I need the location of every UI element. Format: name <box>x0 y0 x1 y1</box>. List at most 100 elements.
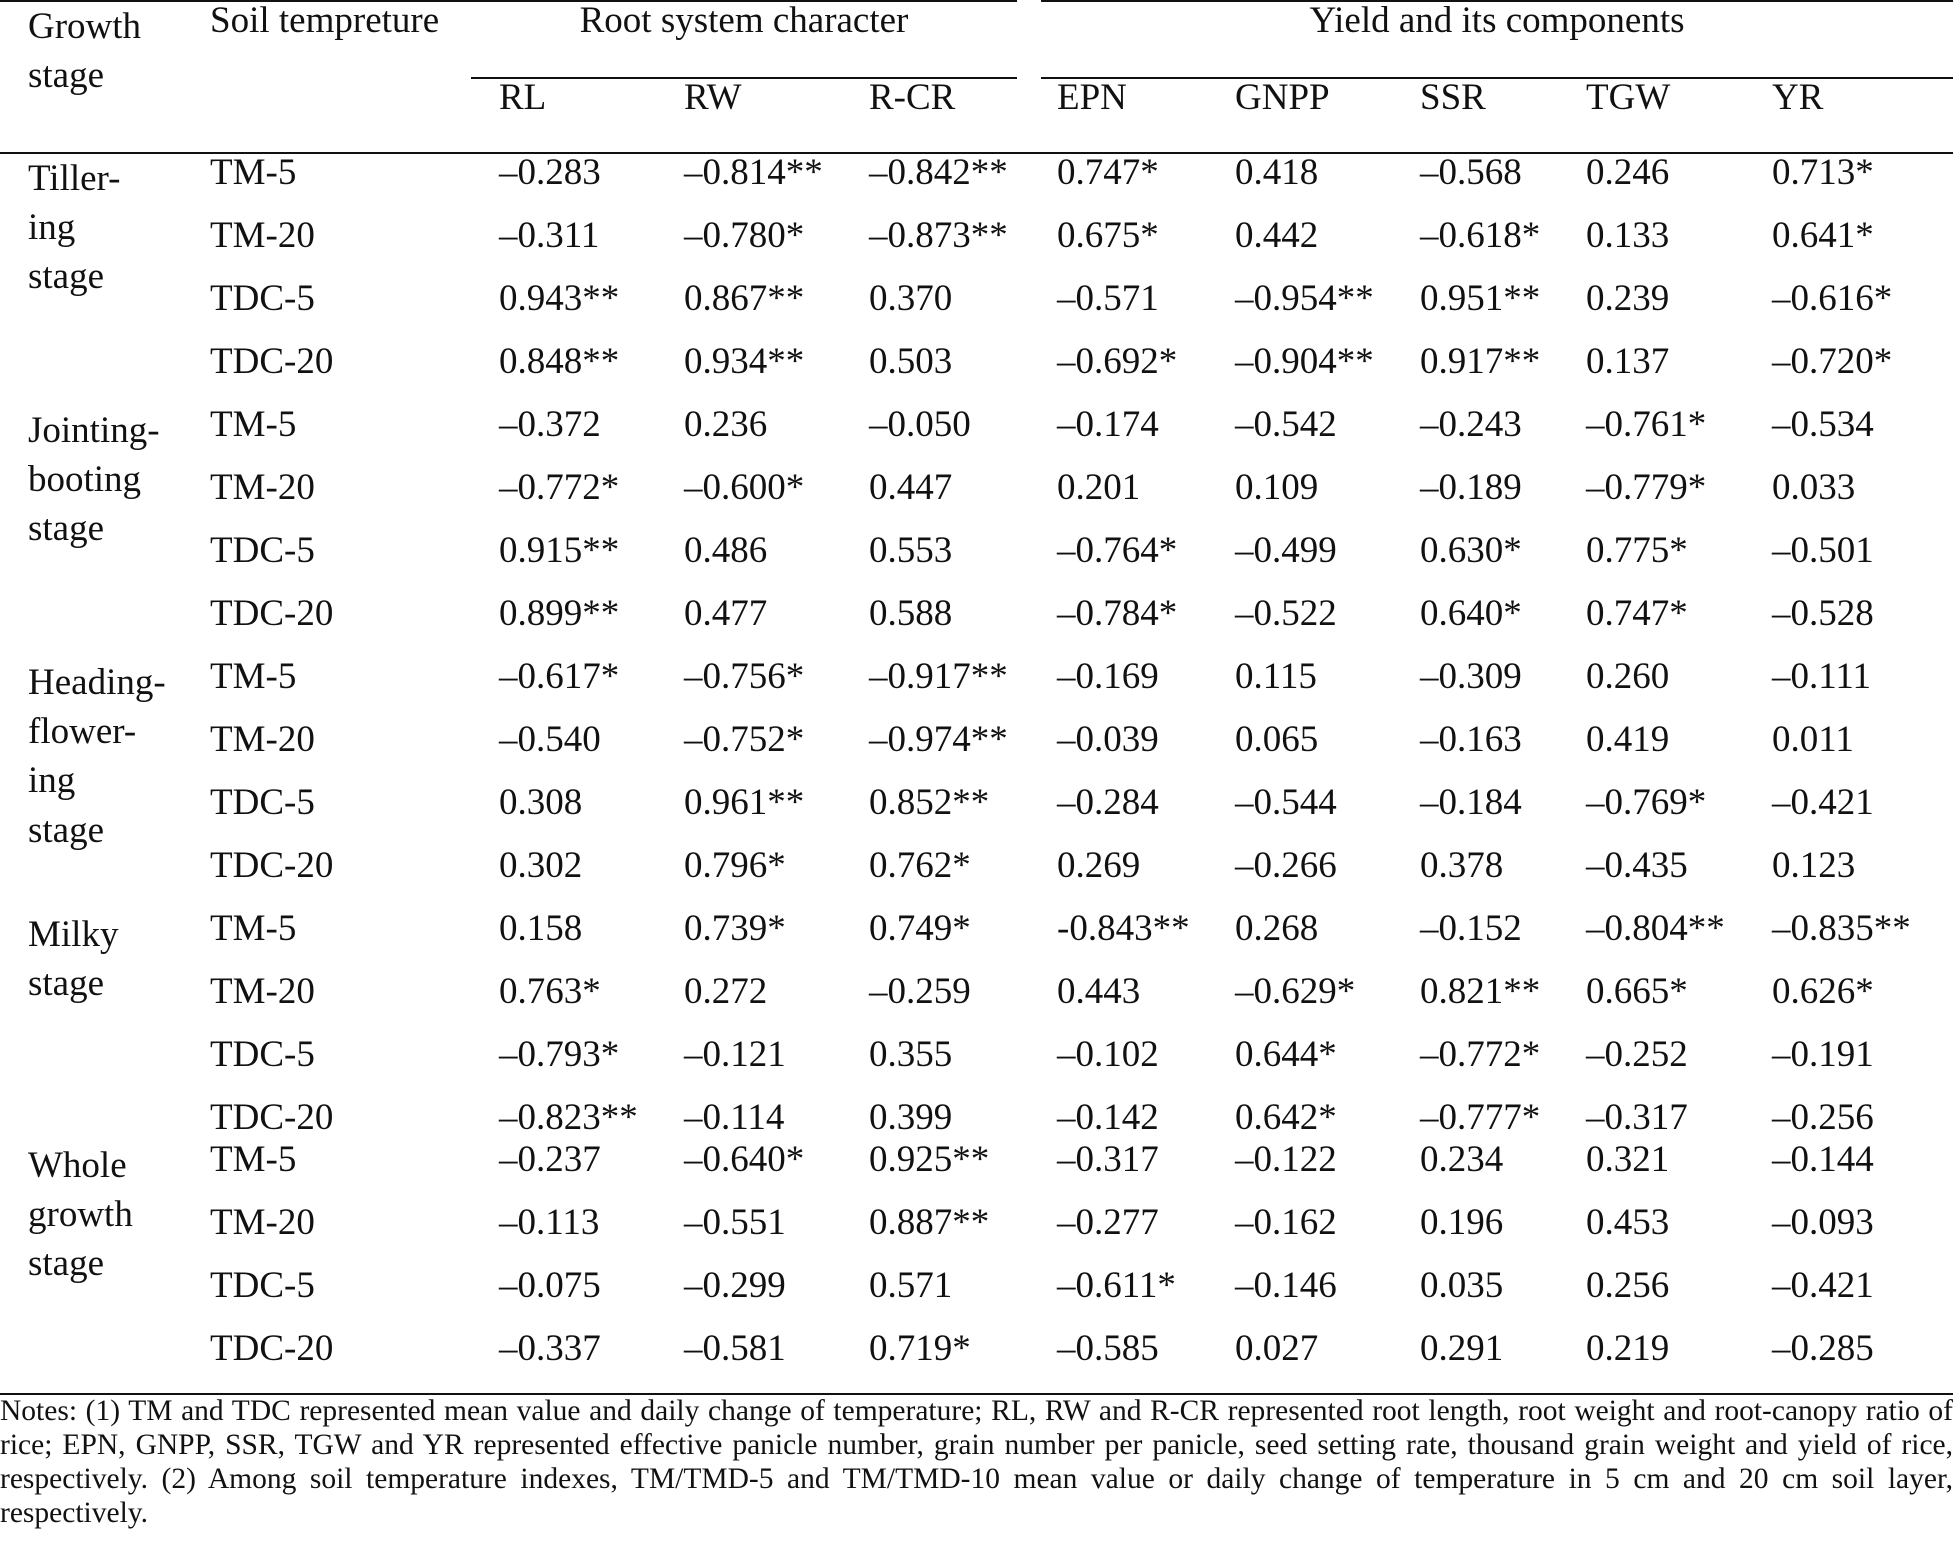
table-row: TDC-20 –0.823** –0.114 0.399 –0.142 0.642* –0.… <box>0 1099 1953 1141</box>
value-cell-yr: –0.501 <box>1772 530 1874 571</box>
value-cell-epn: –0.784* <box>1057 593 1178 634</box>
table-row: TDC-20 0.848** 0.934** 0.503 –0.692* –0.904**… <box>0 343 1953 406</box>
value-cell-rl: –0.540 <box>499 719 601 760</box>
value-cell-yr: –0.093 <box>1772 1202 1874 1243</box>
growth-stage-label-line: stage <box>28 963 105 1005</box>
soil-temperature-cell: TM-20 <box>210 1202 315 1243</box>
value-cell-rcr: 0.370 <box>869 278 953 319</box>
header-row-columns: RL RW R-CR EPN GNPP SSR TGW YR <box>0 78 1953 153</box>
value-cell-tgw: 0.747* <box>1586 593 1688 634</box>
column-header-rl: RL <box>499 77 547 118</box>
value-cell-rl: 0.899** <box>499 593 620 634</box>
value-cell-gnpp: 0.642* <box>1235 1097 1337 1138</box>
value-cell-rl: –0.372 <box>499 404 601 445</box>
value-cell-rw: –0.752* <box>684 719 805 760</box>
value-cell-ssr: –0.568 <box>1420 152 1522 193</box>
value-cell-epn: –0.692* <box>1057 341 1178 382</box>
value-cell-rl: –0.823** <box>499 1097 638 1138</box>
value-cell-yr: –0.528 <box>1772 593 1874 634</box>
soil-temperature-cell: TM-20 <box>210 467 315 508</box>
column-header-epn: EPN <box>1057 77 1127 118</box>
value-cell-rcr: –0.259 <box>869 971 971 1012</box>
table-row: TDC-5 0.915** 0.486 0.553 –0.764* –0.499 0.630… <box>0 532 1953 595</box>
table-row: TDC-5 –0.793* –0.121 0.355 –0.102 0.644* –0.77… <box>0 1036 1953 1099</box>
value-cell-rw: –0.814** <box>684 152 823 193</box>
value-cell-yr: –0.144 <box>1772 1139 1874 1180</box>
value-cell-rcr: 0.588 <box>869 593 953 634</box>
value-cell-yr: 0.626* <box>1772 971 1874 1012</box>
growth-stage-label: Tiller-ing stage <box>0 153 182 406</box>
value-cell-ssr: 0.234 <box>1420 1139 1504 1180</box>
soil-temperature-cell: TM-5 <box>210 152 297 193</box>
value-cell-rw: 0.477 <box>684 593 768 634</box>
value-cell-rcr: 0.399 <box>869 1097 953 1138</box>
value-cell-ssr: –0.152 <box>1420 908 1522 949</box>
value-cell-rl: –0.793* <box>499 1034 620 1075</box>
value-cell-rl: –0.075 <box>499 1265 601 1306</box>
value-cell-epn: –0.169 <box>1057 656 1159 697</box>
growth-stage-label-line: Jointing- <box>28 410 160 451</box>
value-cell-gnpp: –0.904** <box>1235 341 1374 382</box>
table-row: TM-20 –0.311 –0.780* –0.873** 0.675* 0.442 –0.… <box>0 217 1953 280</box>
value-cell-rcr: 0.447 <box>869 467 953 508</box>
growth-stage-label-line: ing <box>28 760 76 802</box>
soil-temperature-cell: TM-20 <box>210 215 315 256</box>
value-cell-rcr: 0.925** <box>869 1139 990 1180</box>
value-cell-rl: –0.311 <box>499 215 600 256</box>
value-cell-tgw: 0.219 <box>1586 1328 1670 1369</box>
value-cell-tgw: –0.761* <box>1586 404 1707 445</box>
value-cell-gnpp: –0.266 <box>1235 845 1337 886</box>
value-cell-ssr: 0.196 <box>1420 1202 1504 1243</box>
soil-temperature-cell: TDC-20 <box>210 1097 334 1138</box>
value-cell-tgw: –0.435 <box>1586 845 1688 886</box>
value-cell-ssr: –0.184 <box>1420 782 1522 823</box>
value-cell-tgw: 0.239 <box>1586 278 1670 319</box>
growth-stage-label-line: Heading- <box>28 662 166 703</box>
value-cell-gnpp: 0.418 <box>1235 152 1319 193</box>
growth-stage-label: Jointing-booting stage <box>0 406 182 658</box>
value-cell-epn: –0.284 <box>1057 782 1159 823</box>
value-cell-rl: 0.308 <box>499 782 583 823</box>
growth-stage-label: Heading-flower-ing stage <box>0 658 182 910</box>
value-cell-yr: 0.641* <box>1772 215 1874 256</box>
value-cell-rcr: –0.974** <box>869 719 1008 760</box>
soil-temperature-header: Soil tempreture <box>182 1 471 154</box>
table-row: TDC-5 0.308 0.961** 0.852** –0.284 –0.544 –0.1… <box>0 784 1953 847</box>
table-row: Heading-flower-ing stage TM-5 –0.617* –0.756… <box>0 656 1953 851</box>
soil-temperature-cell: TDC-20 <box>210 845 334 886</box>
value-cell-rl: 0.915** <box>499 530 620 571</box>
value-cell-rl: –0.113 <box>499 1202 600 1243</box>
value-cell-rcr: 0.553 <box>869 530 953 571</box>
table-row: Whole growth stage TM-5 –0.237 –0.640* 0.925**… <box>0 1139 1953 1395</box>
value-cell-yr: –0.256 <box>1772 1097 1874 1138</box>
value-cell-rw: –0.780* <box>684 215 805 256</box>
table-row: TDC-5 0.943** 0.867** 0.370 –0.571 –0.954** 0.… <box>0 280 1953 343</box>
value-cell-epn: 0.443 <box>1057 971 1141 1012</box>
growth-stage-label-line: flower- <box>28 711 137 753</box>
growth-stage-label-line: booting <box>28 459 142 501</box>
value-cell-rw: –0.299 <box>684 1265 786 1306</box>
soil-temperature-cell: TDC-5 <box>210 278 315 319</box>
value-cell-tgw: –0.252 <box>1586 1034 1688 1075</box>
value-cell-rw: –0.600* <box>684 467 805 508</box>
correlation-table: Growth stage Soil tempreture Root system… <box>0 1 1953 1395</box>
value-cell-tgw: –0.779* <box>1586 467 1707 508</box>
value-cell-rcr: 0.571 <box>869 1265 953 1306</box>
value-cell-epn: –0.277 <box>1057 1202 1159 1243</box>
value-cell-rw: 0.796* <box>684 845 786 886</box>
value-cell-rcr: 0.503 <box>869 341 953 382</box>
table-row: TDC-20 0.302 0.796* 0.762* 0.269 –0.266 0.378 –… <box>0 847 1953 910</box>
value-cell-tgw: 0.321 <box>1586 1139 1670 1180</box>
table-body: Tiller-ing stage TM-5 –0.283 –0.814** –0.842*… <box>0 152 1953 1395</box>
value-cell-gnpp: –0.146 <box>1235 1265 1337 1306</box>
table-row: TM-20 –0.540 –0.752* –0.974** –0.039 0.065 –0.… <box>0 721 1953 784</box>
value-cell-rcr: 0.355 <box>869 1034 953 1075</box>
soil-temperature-cell: TDC-5 <box>210 1034 315 1075</box>
yield-components-group-header: Yield and its components <box>1017 1 1953 79</box>
value-cell-rw: –0.114 <box>684 1097 785 1138</box>
value-cell-yr: –0.720* <box>1772 341 1893 382</box>
growth-stage-header: Growth stage <box>0 1 182 154</box>
header-row-groups: Growth stage Soil tempreture Root system… <box>0 1 1953 154</box>
value-cell-tgw: 0.246 <box>1586 152 1670 193</box>
value-cell-yr: –0.421 <box>1772 1265 1874 1306</box>
